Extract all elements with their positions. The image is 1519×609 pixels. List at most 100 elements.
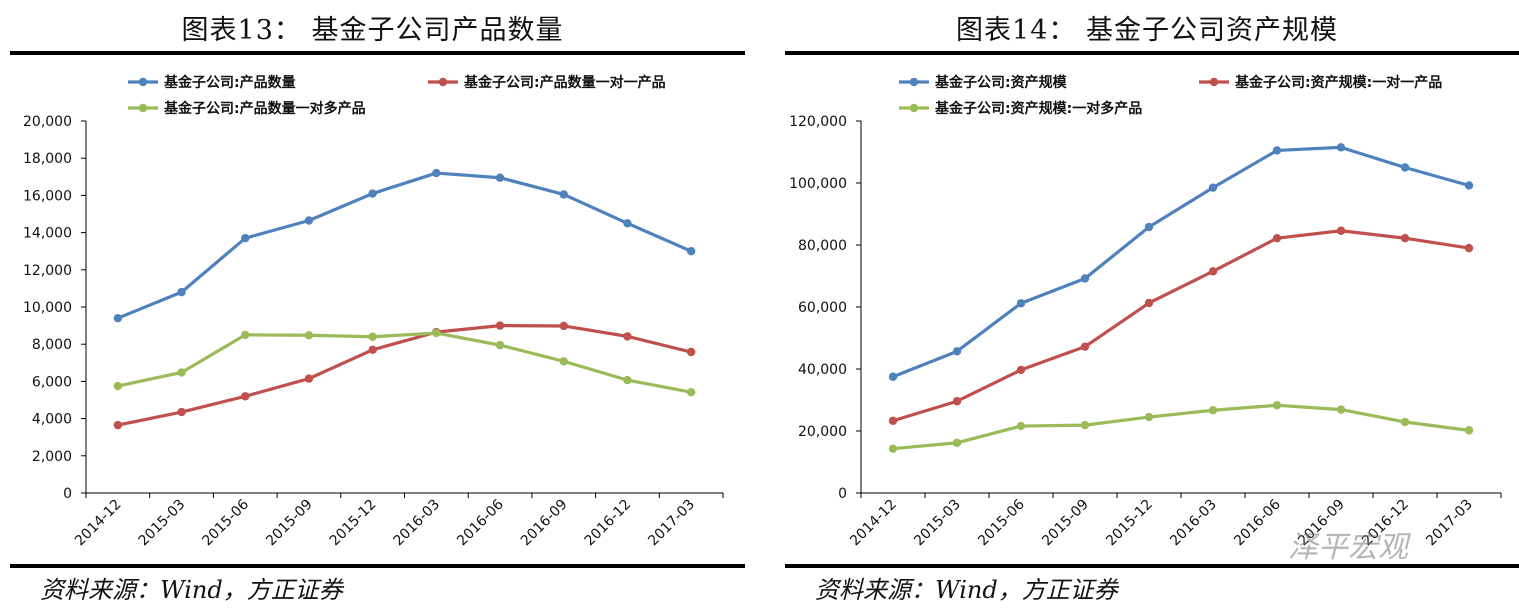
data-point [559, 321, 568, 331]
legend-marker [138, 77, 148, 87]
data-point [304, 374, 314, 383]
legend-marker [909, 103, 919, 113]
data-point [1144, 298, 1154, 308]
data-point [1016, 299, 1026, 308]
series-line [117, 171, 692, 320]
line-chart-product-count: 0 2,000 4,000 6,000 8,000 10,000 12,000 14,000 1… [23, 74, 724, 550]
chart-panel-product-count: 图表13： 基金子公司产品数量 0 2,000 4,000 6,000 8,000 10,… [0, 0, 745, 609]
legend-label: 基金子公司:资产规模:一对一产品 [1235, 74, 1442, 91]
y-tick-label: 4,000 [32, 412, 72, 428]
data-point [1400, 417, 1410, 427]
data-point [686, 387, 696, 397]
data-point [177, 287, 186, 297]
y-tick-label: 0 [63, 486, 72, 502]
title-rule [10, 51, 745, 55]
data-point [1272, 401, 1282, 410]
data-point [1336, 405, 1346, 414]
data-point [177, 407, 186, 417]
data-point [495, 340, 505, 350]
data-point [368, 189, 377, 198]
source-note: 资料来源：Wind，方正证券 [815, 576, 1118, 604]
data-point [113, 313, 123, 323]
data-point [1144, 412, 1154, 422]
x-tick-label: 2015-12 [1103, 497, 1156, 550]
series-line [892, 229, 1470, 423]
data-point [241, 392, 250, 401]
data-point [241, 330, 250, 340]
data-point [1080, 342, 1090, 351]
x-tick-label: 2015-03 [136, 497, 189, 550]
x-tick-label: 2016-12 [582, 497, 635, 550]
data-point [1272, 233, 1282, 243]
x-tick-label: 2017-03 [1423, 497, 1476, 550]
data-point [1016, 421, 1026, 431]
data-point [304, 331, 314, 340]
data-point [368, 345, 377, 354]
x-tick-label: 2017-03 [645, 497, 698, 550]
y-tick-label: 120,000 [789, 114, 847, 130]
y-tick-label: 18,000 [23, 151, 72, 167]
data-point [1464, 181, 1474, 190]
data-point [1336, 143, 1346, 152]
chart-title: 图表14： 基金子公司资产规模 [956, 15, 1338, 46]
data-point [1208, 406, 1218, 415]
chart-panel-asset-scale: 图表14： 基金子公司资产规模 0 20,000 40,000 60,000 80,00… [775, 0, 1519, 609]
data-point [432, 328, 441, 338]
data-point [113, 420, 123, 430]
data-point [952, 347, 962, 356]
data-point [952, 438, 962, 447]
legend-label: 基金子公司:产品数量一对多产品 [164, 100, 366, 117]
y-tick-label: 20,000 [23, 114, 72, 130]
data-point [495, 321, 505, 330]
x-tick-label: 2015-12 [327, 497, 380, 550]
y-tick-label: 0 [838, 486, 847, 502]
y-tick-label: 10,000 [23, 300, 72, 316]
legend-marker [138, 103, 148, 113]
x-tick-label: 2016-03 [390, 497, 443, 550]
y-tick-label: 80,000 [798, 238, 847, 254]
data-point [1208, 267, 1218, 276]
watermark: 泽平宏观 [1288, 530, 1408, 565]
data-point [495, 173, 505, 182]
line-chart-asset-scale: 0 20,000 40,000 60,000 80,000 100,000 120,000 2… [789, 74, 1502, 550]
legend-marker [1209, 77, 1219, 87]
x-tick-label: 2015-03 [911, 497, 964, 550]
y-tick-label: 2,000 [32, 449, 72, 465]
data-point [623, 375, 632, 385]
y-tick-label: 40,000 [798, 362, 847, 378]
y-tick-label: 14,000 [23, 226, 72, 242]
series-line [117, 324, 692, 427]
source-note: 资料来源：Wind，方正证券 [40, 576, 343, 604]
legend-label: 基金子公司:资产规模 [935, 74, 1068, 91]
source-rule [10, 564, 745, 568]
source-rule [785, 564, 1519, 568]
data-point [623, 219, 632, 228]
data-point [304, 216, 314, 225]
chart-title: 图表13： 基金子公司产品数量 [181, 15, 564, 46]
legend-label: 基金子公司:产品数量 [164, 74, 296, 91]
legend-marker [909, 77, 919, 87]
x-tick-label: 2015-06 [199, 496, 252, 549]
x-tick-label: 2014-12 [72, 497, 125, 550]
data-point [1400, 233, 1410, 243]
legend-label: 基金子公司:产品数量一对一产品 [464, 74, 666, 91]
x-tick-label: 2015-09 [1039, 497, 1092, 550]
data-point [1016, 365, 1026, 375]
x-tick-label: 2016-03 [1167, 497, 1220, 550]
y-tick-label: 6,000 [32, 374, 72, 390]
title-rule [785, 51, 1519, 55]
data-point [686, 247, 696, 256]
y-tick-label: 100,000 [789, 176, 847, 192]
x-tick-label: 2016-09 [518, 497, 571, 550]
legend-marker [438, 77, 448, 87]
data-point [113, 381, 123, 391]
data-point [1208, 183, 1218, 192]
data-point [241, 233, 250, 243]
data-point [1080, 420, 1090, 430]
data-point [1080, 274, 1090, 283]
data-point [888, 416, 898, 425]
data-point [888, 444, 898, 453]
legend-label: 基金子公司:资产规模:一对多产品 [935, 100, 1142, 117]
x-tick-label: 2015-06 [975, 496, 1028, 549]
y-tick-label: 20,000 [798, 424, 847, 440]
